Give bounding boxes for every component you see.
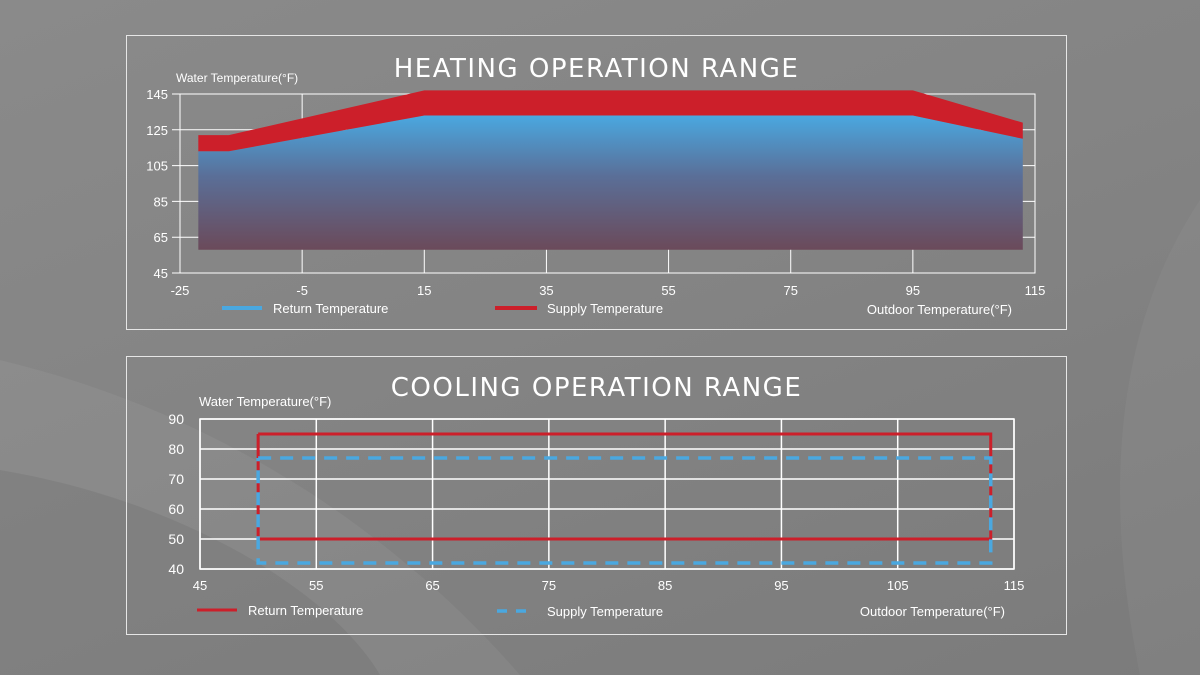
heating-chart-panel: HEATING OPERATION RANGE 45 65 85 105 125 145 -…: [126, 35, 1067, 330]
cooling-y-tick-label: 40: [168, 561, 184, 577]
cooling-chart-panel: COOLING OPERATION RANGE 40 50 60 70 80 90 45 55…: [126, 356, 1067, 635]
cooling-y-tick-label: 90: [168, 411, 184, 427]
cooling-y-tick-label: 50: [168, 531, 184, 547]
cooling-y-tick-label: 70: [168, 471, 184, 487]
cooling-chart-title: COOLING OPERATION RANGE: [390, 373, 803, 403]
heating-x-tick-label: 95: [906, 283, 920, 298]
heating-y-tick-label: 85: [154, 194, 168, 209]
heating-x-tick-label: -5: [296, 283, 308, 298]
cooling-legend-return-label: Return Temperature: [248, 603, 363, 618]
heating-y-tick-label: 105: [146, 159, 168, 174]
cooling-x-tick-label: 45: [193, 578, 207, 593]
cooling-x-tick-label: 65: [425, 578, 439, 593]
heating-chart: 45 65 85 105 125 145 -25 -5 15 35 55 75 95 115 Water T…: [146, 71, 1046, 317]
heating-x-tick-label: 75: [783, 283, 797, 298]
heating-y-tick-label: 125: [146, 123, 168, 138]
cooling-x-tick-label: 105: [887, 578, 909, 593]
cooling-y-tick-label: 80: [168, 441, 184, 457]
cooling-x-axis-label: Outdoor Temperature(°F): [860, 604, 1005, 619]
cooling-x-tick-label: 55: [309, 578, 323, 593]
cooling-x-tick-label: 85: [658, 578, 672, 593]
cooling-x-tick-label: 95: [774, 578, 788, 593]
cooling-legend-supply-label: Supply Temperature: [547, 604, 663, 619]
cooling-x-tick-label: 75: [542, 578, 556, 593]
heating-y-tick-label: 145: [146, 87, 168, 102]
cooling-plot-frame: [199, 418, 1015, 570]
heating-chart-title: HEATING OPERATION RANGE: [393, 54, 800, 84]
cooling-chart: 40 50 60 70 80 90 45 55 65 75 85 95 105 115 Water Temp…: [168, 394, 1025, 619]
heating-return-area: [198, 115, 1023, 250]
heating-legend-supply-label: Supply Temperature: [547, 301, 663, 316]
heating-supply-band: [198, 90, 1023, 152]
heating-y-tick-label: 45: [154, 266, 168, 281]
heating-x-tick-label: 15: [417, 283, 431, 298]
heating-y-tick-label: 65: [154, 230, 168, 245]
heating-x-axis-label: Outdoor Temperature(°F): [867, 302, 1012, 317]
cooling-supply-line: [256, 456, 993, 565]
heating-x-tick-label: 115: [1025, 283, 1046, 298]
cooling-y-axis-label: Water Temperature(°F): [199, 394, 331, 409]
cooling-x-tick-label: 115: [1004, 578, 1025, 593]
heating-x-tick-label: 55: [661, 283, 675, 298]
heating-x-tick-label: 35: [539, 283, 553, 298]
heating-legend-return-label: Return Temperature: [273, 301, 388, 316]
heating-y-axis-label: Water Temperature(°F): [176, 71, 298, 85]
cooling-y-tick-label: 60: [168, 501, 184, 517]
heating-x-tick-label: -25: [171, 283, 190, 298]
